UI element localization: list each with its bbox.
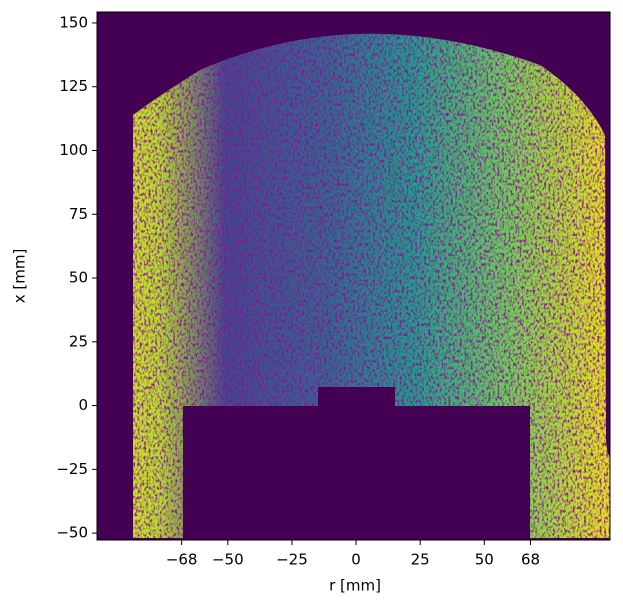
x-tick-label: 50: [475, 551, 494, 569]
x-tick-label: 0: [351, 551, 361, 569]
y-tick-label: −50: [56, 524, 88, 542]
x-axis-label: r [mm]: [329, 577, 381, 595]
x-tick-label: −50: [212, 551, 244, 569]
y-tick-label: 150: [59, 13, 88, 31]
y-axis-label: x [mm]: [11, 249, 29, 304]
image: [97, 12, 610, 540]
y-tick-label: 0: [78, 396, 88, 414]
y-tick-label: −25: [56, 460, 88, 478]
x-tick-label: −68: [166, 551, 198, 569]
axes-frame: [96, 11, 611, 541]
y-tick-label: 25: [69, 332, 88, 350]
image-region: [133, 33, 610, 538]
x-tick-label: −25: [276, 551, 308, 569]
x-tick-label: 68: [521, 551, 540, 569]
y-tick-label: 100: [59, 141, 88, 159]
y-tick-label: 50: [69, 269, 88, 287]
x-tick-label: 25: [411, 551, 430, 569]
y-tick-label: 75: [69, 205, 88, 223]
y-tick-label: 125: [59, 77, 88, 95]
